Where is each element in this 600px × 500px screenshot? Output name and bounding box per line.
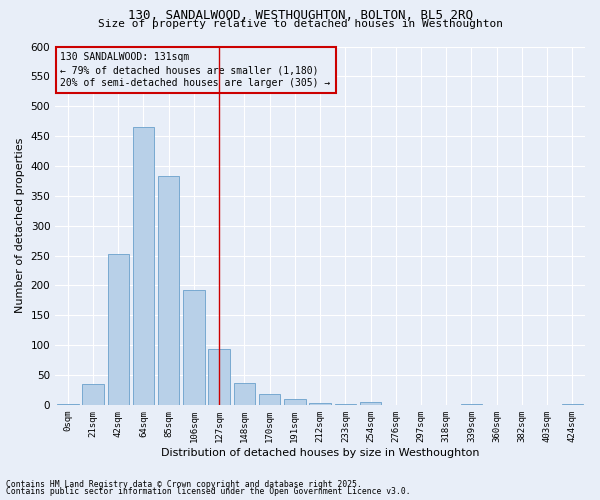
Text: Size of property relative to detached houses in Westhoughton: Size of property relative to detached ho…	[97, 19, 503, 29]
Text: Contains public sector information licensed under the Open Government Licence v3: Contains public sector information licen…	[6, 487, 410, 496]
X-axis label: Distribution of detached houses by size in Westhoughton: Distribution of detached houses by size …	[161, 448, 479, 458]
Bar	[158, 176, 179, 405]
Text: Contains HM Land Registry data © Crown copyright and database right 2025.: Contains HM Land Registry data © Crown c…	[6, 480, 362, 489]
Bar	[183, 290, 205, 405]
Bar	[133, 127, 154, 405]
Text: 130, SANDALWOOD, WESTHOUGHTON, BOLTON, BL5 2RQ: 130, SANDALWOOD, WESTHOUGHTON, BOLTON, B…	[128, 9, 473, 22]
Bar	[461, 404, 482, 405]
Y-axis label: Number of detached properties: Number of detached properties	[15, 138, 25, 314]
Bar	[562, 404, 583, 405]
Text: 130 SANDALWOOD: 131sqm
← 79% of detached houses are smaller (1,180)
20% of semi-: 130 SANDALWOOD: 131sqm ← 79% of detached…	[61, 52, 331, 88]
Bar	[259, 394, 280, 405]
Bar	[57, 404, 79, 405]
Bar	[208, 350, 230, 405]
Bar	[335, 404, 356, 405]
Bar	[284, 399, 305, 405]
Bar	[107, 254, 129, 405]
Bar	[310, 403, 331, 405]
Bar	[233, 384, 255, 405]
Bar	[82, 384, 104, 405]
Bar	[360, 402, 381, 405]
